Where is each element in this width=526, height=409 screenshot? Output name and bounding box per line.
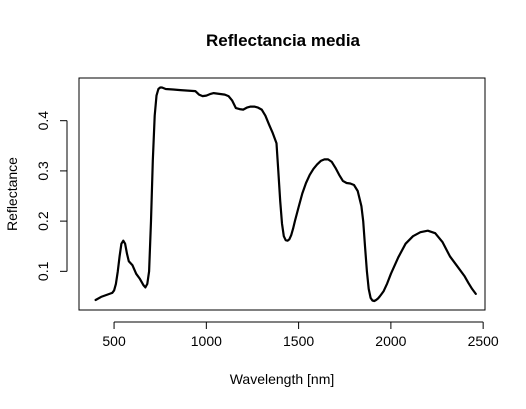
x-tick-label: 1000 bbox=[191, 333, 222, 349]
y-tick-label: 0.4 bbox=[35, 111, 51, 131]
y-axis: 0.1 0.2 0.3 0.4 bbox=[35, 111, 68, 281]
chart-title: Reflectancia media bbox=[206, 31, 361, 50]
series-line-reflectance bbox=[94, 86, 477, 303]
y-tick-label: 0.1 bbox=[35, 261, 51, 281]
x-axis-label: Wavelength [nm] bbox=[230, 371, 335, 387]
y-tick-label: 0.2 bbox=[35, 211, 51, 231]
x-axis: 500 1000 1500 2000 2500 bbox=[102, 321, 499, 349]
y-axis-label: Reflectance bbox=[4, 157, 20, 231]
series-layer bbox=[94, 86, 477, 303]
x-tick-label: 500 bbox=[102, 333, 126, 349]
plot-frame bbox=[78, 77, 486, 311]
y-tick-label: 0.3 bbox=[35, 161, 51, 181]
x-tick-label: 2000 bbox=[375, 333, 406, 349]
x-tick-label: 1500 bbox=[283, 333, 314, 349]
x-tick-label: 2500 bbox=[468, 333, 499, 349]
